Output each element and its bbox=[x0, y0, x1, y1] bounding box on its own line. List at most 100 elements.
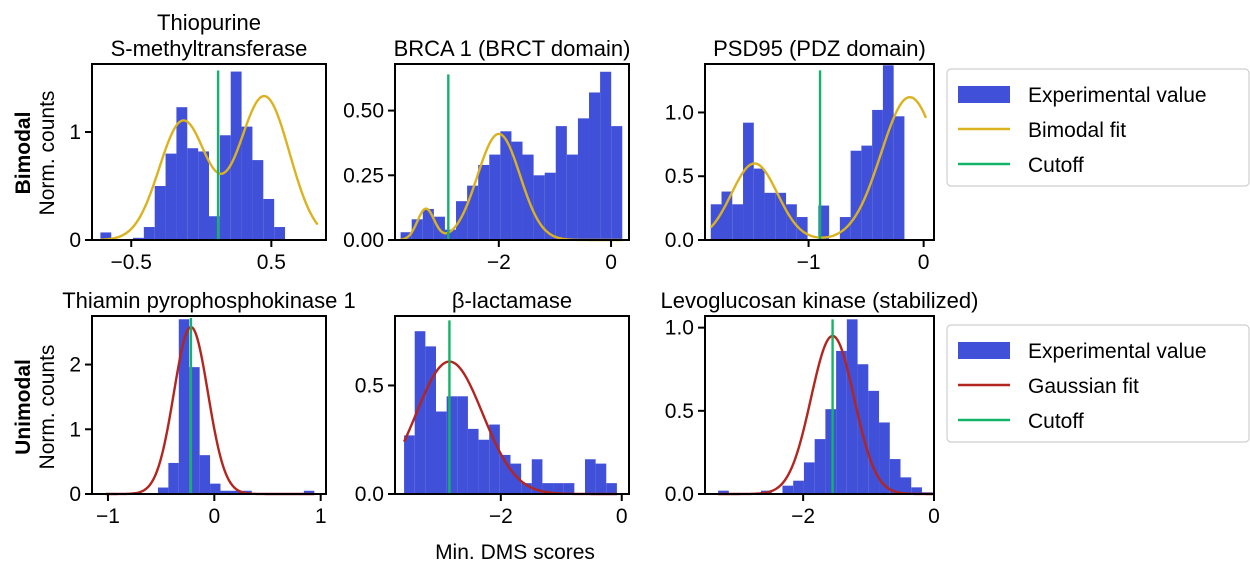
y-tick-label: 0 bbox=[69, 229, 81, 252]
histogram-bar bbox=[850, 150, 862, 240]
histogram-bar bbox=[165, 153, 177, 240]
histogram-bar bbox=[143, 227, 155, 240]
histogram-bar bbox=[176, 107, 188, 240]
legend-frame bbox=[946, 324, 1250, 443]
histogram-bar bbox=[911, 487, 922, 494]
x-tick-label: 0 bbox=[208, 505, 220, 528]
histogram-bar bbox=[803, 462, 815, 494]
legend-2: Experimental value Gaussian fit Cutoff bbox=[946, 324, 1250, 443]
histogram-bar bbox=[446, 396, 458, 494]
histogram-bar bbox=[178, 319, 190, 494]
histogram-bar bbox=[263, 198, 275, 240]
gaussian-fit-line bbox=[105, 325, 315, 496]
histogram-bar bbox=[563, 483, 575, 494]
chart-panel-6: −2 0 0.0 0.5 1.0 Levoglucosan kinase (stabili… bbox=[661, 288, 979, 528]
histogram-bar bbox=[893, 116, 905, 240]
axes-frame bbox=[91, 63, 327, 241]
histogram-bar bbox=[577, 118, 590, 240]
y-tick-label: 1.0 bbox=[665, 317, 694, 340]
histogram-bar bbox=[786, 204, 797, 240]
axes-frame bbox=[704, 315, 935, 495]
histogram-bar bbox=[721, 191, 733, 240]
row-label-bimodal-norm: Norm. counts bbox=[36, 91, 59, 216]
y-tick-label: 0.0 bbox=[665, 229, 694, 252]
histogram-bar bbox=[467, 185, 479, 240]
histogram-bar bbox=[818, 205, 830, 240]
histogram-bar bbox=[775, 192, 787, 240]
legend-swatch-experimental bbox=[958, 342, 1010, 359]
y-tick-label: 1.0 bbox=[665, 101, 694, 124]
histogram-bar bbox=[499, 454, 511, 494]
y-tick-label: 0.5 bbox=[665, 400, 694, 423]
histogram-bar bbox=[500, 131, 512, 240]
row-label-bimodal-bold: Bimodal bbox=[12, 112, 35, 195]
y-tick-label: 0.25 bbox=[343, 164, 384, 187]
histogram-bar bbox=[521, 483, 532, 494]
x-axis-label: Min. DMS scores bbox=[435, 541, 595, 563]
histogram-bar bbox=[900, 477, 912, 494]
y-tick-label: 1 bbox=[69, 121, 81, 144]
x-tick-label: 1 bbox=[315, 505, 327, 528]
x-tick-label: −0.5 bbox=[110, 251, 151, 274]
y-tick-label: 2 bbox=[69, 354, 81, 377]
axes-frame bbox=[394, 315, 630, 495]
histogram-bar bbox=[411, 219, 423, 240]
histogram-bar bbox=[219, 135, 231, 240]
histogram-bar bbox=[241, 126, 253, 240]
histogram-bar bbox=[510, 463, 522, 494]
legend-label: Gaussian fit bbox=[1028, 375, 1139, 398]
panel-title: β-lactamase bbox=[452, 288, 572, 313]
panel-title: S-methyltransferase bbox=[111, 36, 308, 61]
legend-label: Cutoff bbox=[1028, 410, 1084, 433]
chart-panel-4: −1 0 1 0 1 2 Thiamin pyrophosphokinase 1 bbox=[62, 288, 356, 528]
histogram-bar bbox=[879, 422, 890, 494]
x-tick-label: 0 bbox=[918, 251, 930, 274]
histogram-bar bbox=[732, 204, 744, 240]
histogram-bar bbox=[544, 172, 556, 240]
histogram-bar bbox=[846, 319, 858, 494]
y-tick-label: 0 bbox=[69, 483, 81, 506]
y-tick-label: 1 bbox=[69, 418, 81, 441]
histogram-bar bbox=[511, 141, 523, 240]
histogram-bar bbox=[189, 367, 200, 494]
legend-label: Experimental value bbox=[1028, 84, 1207, 107]
histogram-bar bbox=[457, 396, 468, 494]
panel-title: Thiopurine bbox=[157, 10, 261, 35]
bimodal-fit-line bbox=[709, 95, 928, 239]
histogram-bar bbox=[782, 485, 794, 494]
histogram-bar bbox=[882, 65, 894, 240]
histogram-bar bbox=[425, 346, 436, 494]
chart-panel-2: −2 0 0.00 0.25 0.50 BRCA 1 (BRCT domain) bbox=[343, 36, 630, 274]
histogram-bar bbox=[210, 483, 221, 494]
histogram-bar bbox=[753, 168, 765, 240]
histogram-bar bbox=[825, 409, 837, 494]
panel-title: PSD95 (PDZ domain) bbox=[713, 36, 926, 61]
histogram-bar bbox=[533, 175, 545, 240]
histogram-bar bbox=[584, 459, 596, 494]
legend-frame bbox=[946, 68, 1250, 187]
panel-title: Thiamin pyrophosphokinase 1 bbox=[62, 288, 356, 313]
histogram-bar bbox=[489, 154, 501, 240]
histogram-bar bbox=[157, 487, 169, 494]
histogram-bar bbox=[209, 216, 220, 240]
chart-panel-3: −1 0 0.0 0.5 1.0 PSD95 (PDZ domain) bbox=[665, 36, 935, 274]
histogram-bar bbox=[857, 364, 869, 494]
histogram-bar bbox=[414, 331, 426, 494]
histogram-bar bbox=[444, 229, 457, 240]
histogram-bar bbox=[814, 439, 826, 494]
histogram-bar bbox=[489, 424, 500, 494]
bimodal-fit-line bbox=[100, 94, 319, 241]
histogram-bar bbox=[889, 459, 901, 494]
histogram-bar bbox=[872, 109, 883, 240]
y-tick-label: 0.0 bbox=[665, 483, 694, 506]
y-tick-label: 0.5 bbox=[665, 165, 694, 188]
histogram-bar bbox=[132, 237, 144, 240]
panel-title: BRCA 1 (BRCT domain) bbox=[394, 36, 631, 61]
histogram-bar bbox=[555, 126, 567, 240]
x-tick-label: −1 bbox=[797, 251, 821, 274]
x-tick-label: 0 bbox=[605, 251, 617, 274]
histogram-bar bbox=[868, 390, 880, 494]
histogram-bar bbox=[478, 164, 490, 240]
